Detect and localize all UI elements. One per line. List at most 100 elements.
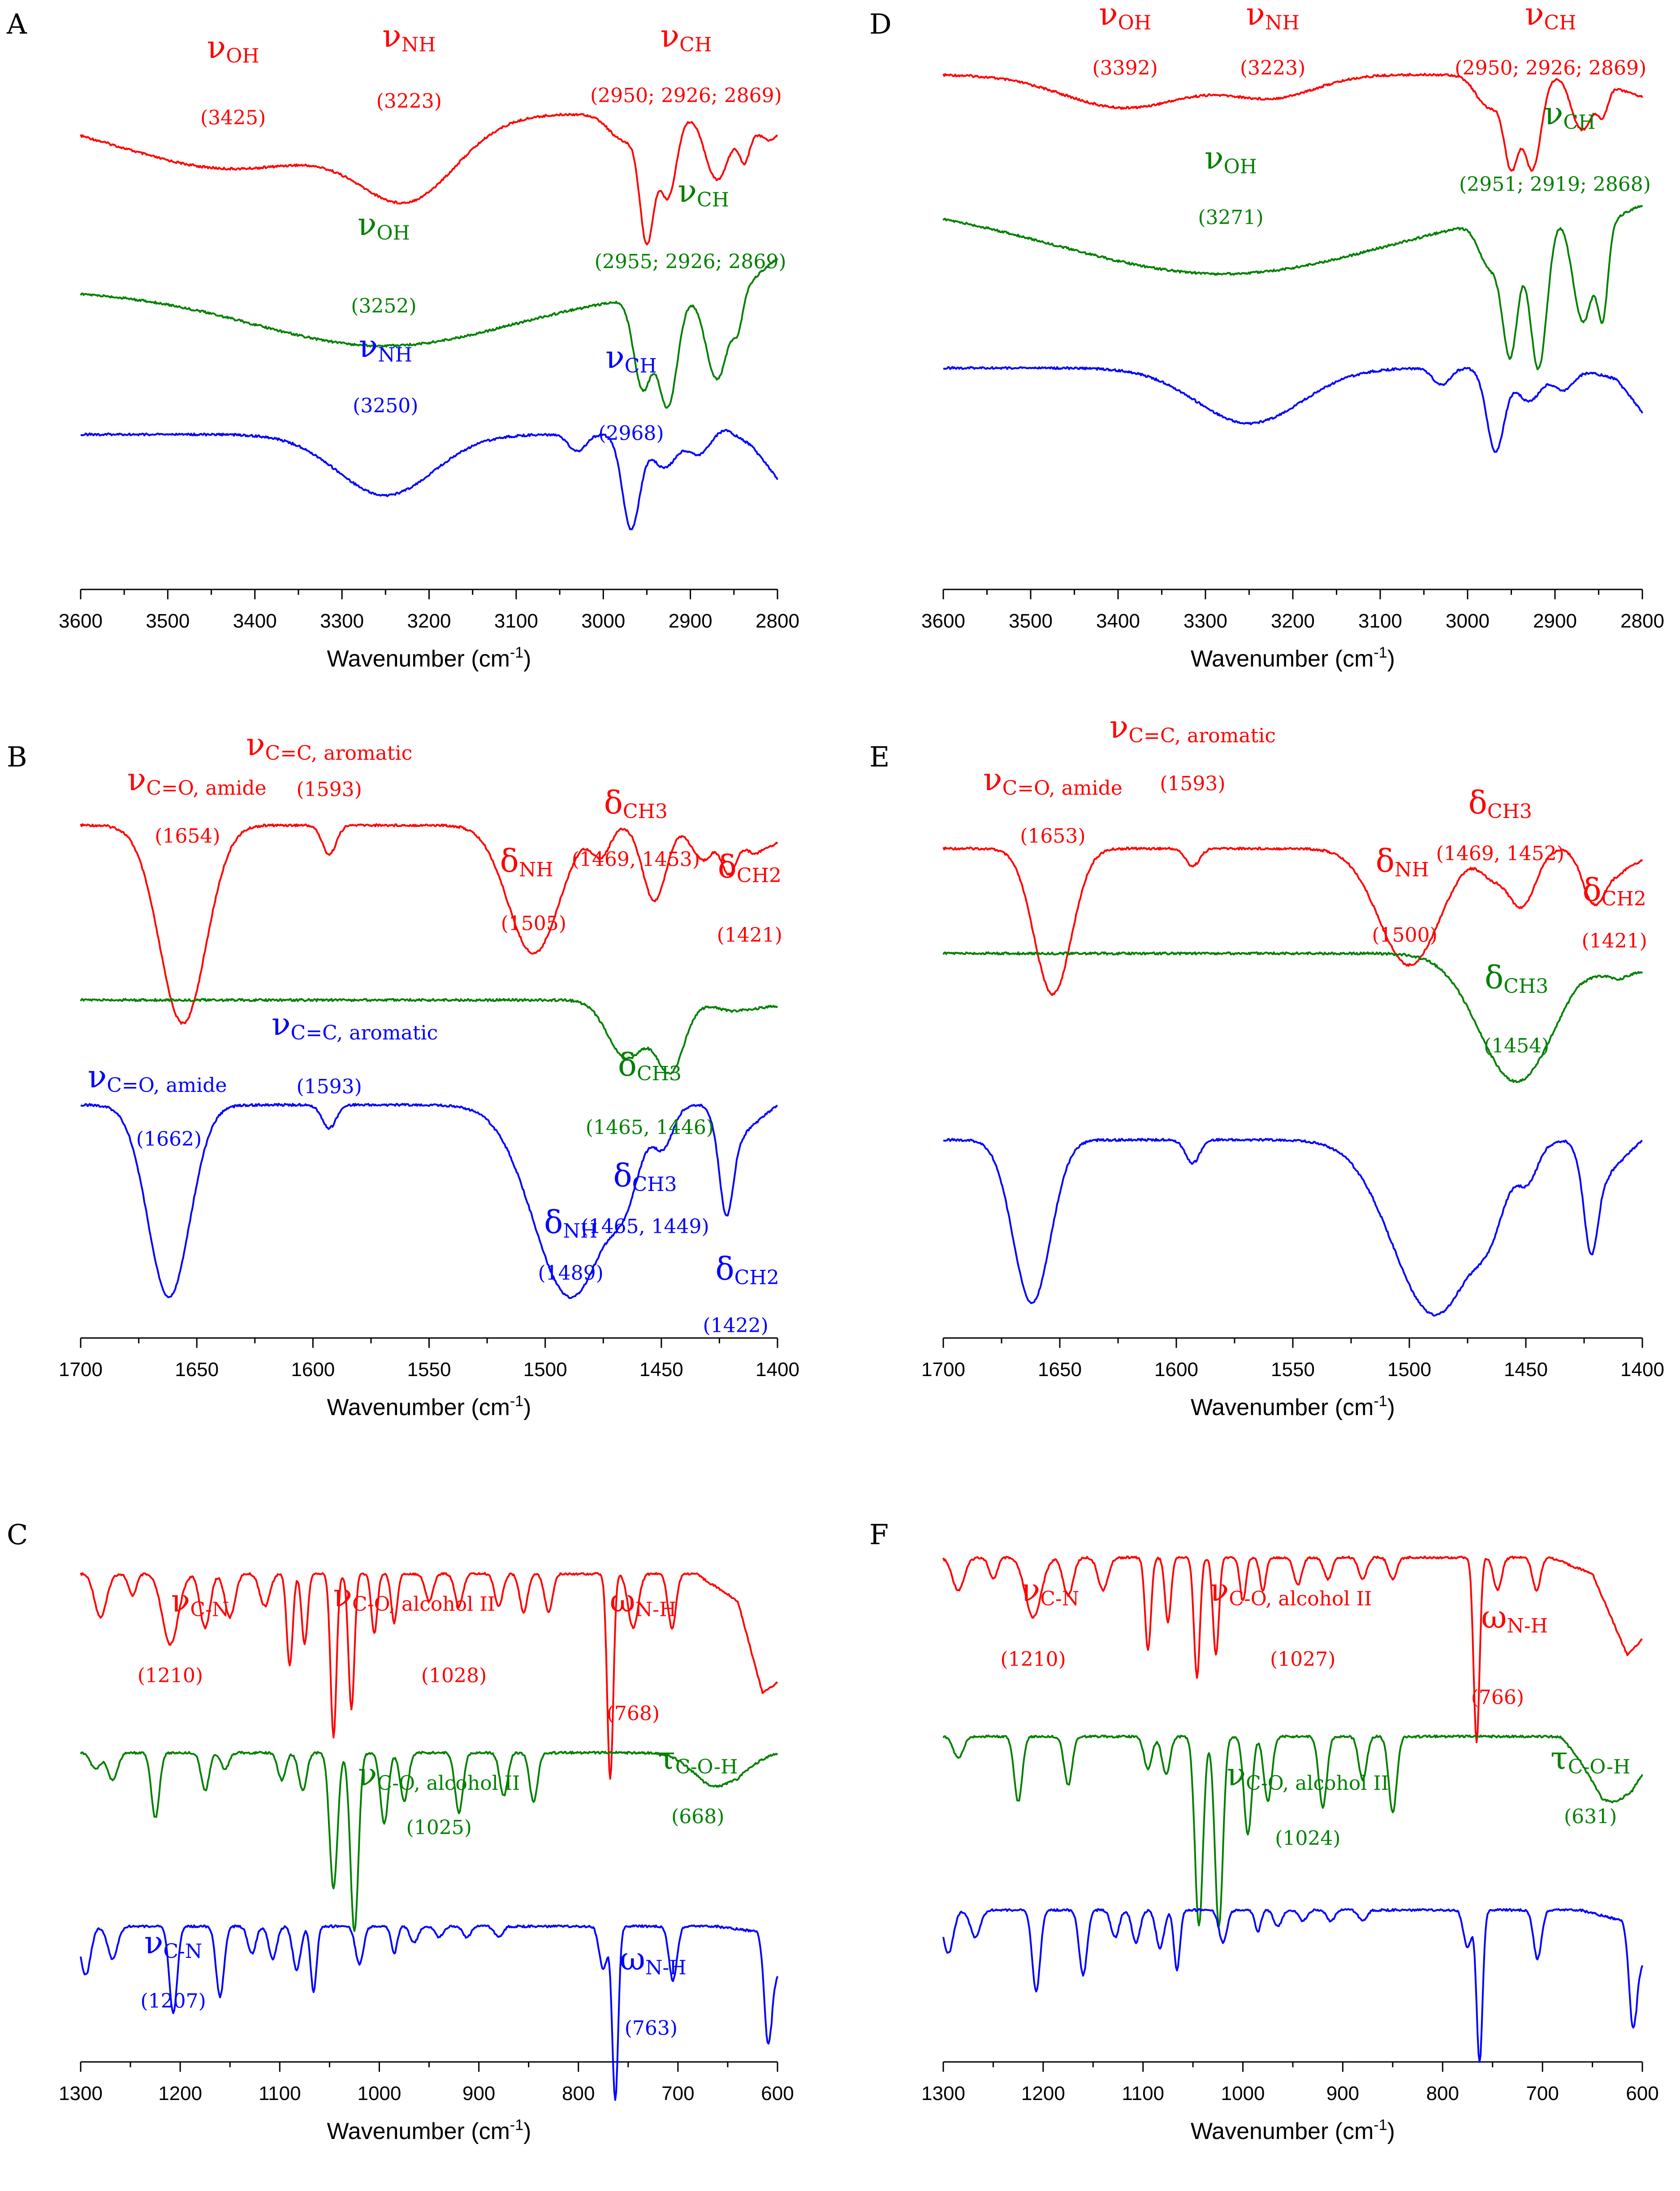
x-tick-label-d: 3400 [1096, 610, 1140, 632]
peak-value-label-c: (1028) [421, 1664, 487, 1687]
peak-assignment-label-a: νCH [661, 18, 712, 56]
peak-value-label-a: (2950; 2926; 2869) [590, 84, 782, 107]
peak-assignment-label-b: δNH [544, 1204, 597, 1243]
x-tick-label-f: 1200 [1021, 2083, 1065, 2104]
panel-e: E 1700 1650 1600 1550 1500 1450 1400 Wavenumber … [869, 709, 1664, 1420]
peak-value-label-d: (2951; 2919; 2868) [1459, 173, 1651, 196]
peak-assignment-label-c: νC-O, alcohol II [358, 1756, 520, 1795]
peak-value-label-e: (1469, 1452) [1436, 842, 1564, 865]
peak-assignment-label-c: νC-O, alcohol II [333, 1577, 495, 1616]
peak-assignment-label-b: δNH [500, 843, 553, 881]
peak-assignment-label-d: νNH [1246, 0, 1299, 34]
peak-assignment-label-f: νC-O, alcohol II [1210, 1572, 1372, 1611]
x-tick-label-e: 1550 [1271, 1359, 1315, 1381]
x-tick-label-f: 600 [1626, 2083, 1658, 2104]
x-axis-label-e: Wavenumber (cm-1) [1191, 1393, 1395, 1420]
peak-assignment-label-b: δCH3 [613, 1157, 677, 1196]
x-tick-label-c: 800 [562, 2083, 595, 2104]
x-tick-label-c: 1000 [357, 2083, 401, 2104]
peak-value-label-e: (1421) [1581, 930, 1647, 953]
x-tick-label-b: 1450 [639, 1359, 683, 1381]
series-line-blue-e [943, 1138, 1643, 1317]
peak-assignment-label-a: νCH [678, 173, 729, 212]
peak-value-label-d: (3392) [1092, 56, 1157, 79]
series-line-blue-d [943, 366, 1643, 453]
x-axis-label-f: Wavenumber (cm-1) [1191, 2117, 1395, 2144]
x-tick-label-b: 1400 [756, 1359, 799, 1381]
x-tick-label-c: 700 [661, 2083, 694, 2104]
peak-assignment-label-c: τC-O-H [658, 1740, 738, 1779]
x-tick-label-d: 3500 [1009, 610, 1053, 632]
panel-letter-c: C [7, 1518, 28, 1551]
x-tick-label-d: 3200 [1271, 610, 1315, 632]
panel-letter-f: F [869, 1518, 889, 1551]
x-tick-label-a: 3000 [581, 610, 625, 632]
peak-assignment-label-c: νC-N [171, 1583, 229, 1621]
series-line-green-c [80, 1750, 778, 1932]
x-tick-label-f: 900 [1326, 2083, 1359, 2104]
x-tick-label-a: 3200 [407, 610, 451, 632]
x-axis-label-b: Wavenumber (cm-1) [327, 1393, 531, 1420]
x-tick-label-c: 1300 [59, 2083, 103, 2104]
peak-assignment-label-e: δCH2 [1583, 872, 1646, 910]
peak-value-label-d: (3223) [1240, 56, 1305, 79]
x-tick-label-c: 600 [761, 2083, 794, 2104]
peak-assignment-label-b: δCH2 [718, 849, 782, 887]
x-tick-label-c: 1100 [259, 2083, 301, 2104]
peak-assignment-label-b: νC=O, amide [88, 1058, 227, 1097]
panel-d: D 3600 3500 3400 3300 3200 3100 3000 2900 2800 Wav… [869, 0, 1664, 672]
peak-value-label-e: (1500) [1372, 924, 1437, 947]
series-line-blue-f [942, 1908, 1643, 2063]
peak-assignment-label-a: νCH [605, 339, 657, 377]
peak-assignment-label-b: νC=C, aromatic [246, 726, 412, 765]
peak-value-label-f: (631) [1564, 1806, 1617, 1828]
peak-value-label-b: (1489) [538, 1262, 604, 1285]
panel-letter-a: A [6, 8, 27, 40]
peak-assignment-label-e: δNH [1376, 843, 1429, 881]
peak-value-label-c: (668) [671, 1806, 724, 1828]
peak-assignment-label-e: δCH3 [1468, 784, 1532, 823]
peak-value-label-e: (1653) [1020, 825, 1085, 848]
x-tick-label-b: 1700 [59, 1359, 103, 1381]
peak-value-label-a: (2968) [598, 422, 664, 445]
peak-value-label-b: (1465, 1446) [586, 1116, 714, 1139]
peak-assignment-label-f: νC-N [1021, 1572, 1080, 1611]
x-tick-label-a: 3500 [146, 610, 190, 632]
peak-assignment-label-a: νOH [207, 29, 259, 67]
peak-assignment-label-a: νNH [382, 18, 436, 56]
peak-value-label-a: (3252) [351, 295, 416, 318]
x-tick-label-a: 3100 [494, 610, 538, 632]
peak-assignment-label-d: νOH [1205, 139, 1257, 178]
x-tick-label-f: 1100 [1122, 2083, 1164, 2104]
peak-value-label-c: (768) [607, 1702, 660, 1725]
peak-value-label-f: (1210) [1000, 1648, 1066, 1671]
series-line-red-e [942, 846, 1643, 996]
peak-assignment-label-b: νC=O, amide [127, 761, 267, 800]
peak-assignment-label-b: νC=C, aromatic [272, 1006, 438, 1044]
x-tick-label-a: 2900 [669, 610, 713, 632]
x-tick-label-c: 1200 [158, 2083, 202, 2104]
peak-value-label-c: (763) [625, 2017, 678, 2040]
series-line-green-b [80, 998, 778, 1075]
peak-value-label-a: (3223) [376, 90, 442, 113]
panel-b: B 1700 1650 1600 1550 1500 1450 1400 Wavenumber … [7, 726, 799, 1420]
peak-assignment-label-f: νC-O, alcohol II [1227, 1756, 1389, 1795]
peak-assignment-label-d: νCH [1544, 95, 1596, 134]
panel-c: C 1300 1200 1100 1000 900 800 700 600 Wavenumber … [7, 1518, 794, 2144]
series-line-red-d [942, 73, 1643, 172]
peak-assignment-label-c: ωN-H [620, 1940, 687, 1979]
peak-value-label-a: (3250) [353, 394, 418, 417]
x-tick-label-c: 900 [462, 2083, 495, 2104]
peak-value-label-b: (1465, 1449) [581, 1215, 709, 1238]
peak-value-label-e: (1593) [1160, 772, 1225, 795]
peak-value-label-d: (3271) [1198, 206, 1263, 229]
x-tick-label-f: 700 [1526, 2083, 1559, 2104]
peak-assignment-label-c: ωN-H [610, 1583, 677, 1621]
panel-letter-e: E [869, 740, 890, 773]
peak-assignment-label-d: νOH [1099, 0, 1151, 34]
peak-value-label-c: (1210) [138, 1664, 203, 1687]
peak-value-label-b: (1593) [296, 778, 362, 801]
x-tick-label-f: 1000 [1221, 2083, 1265, 2104]
peak-value-label-e: (1454) [1484, 1035, 1549, 1057]
